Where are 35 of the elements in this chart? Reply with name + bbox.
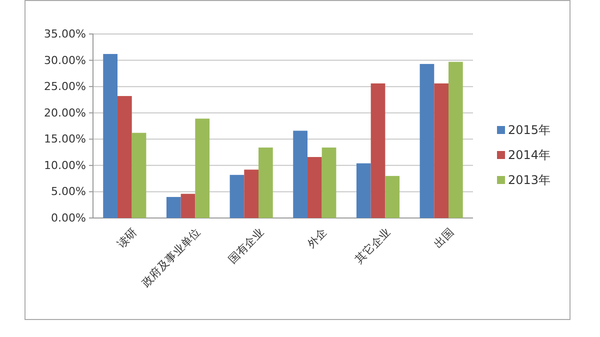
x-tick-label: 国有企业 [226, 226, 266, 266]
legend-label: 2015年 [508, 123, 551, 138]
bar [166, 196, 181, 218]
bar [117, 96, 132, 218]
y-tick-label: 10.00% [44, 158, 86, 172]
x-tick-label: 读研 [114, 226, 140, 251]
x-tick-label: 政府及事业单位 [139, 226, 203, 290]
bar [244, 170, 259, 218]
x-tick-label: 出国 [432, 226, 456, 251]
bar [385, 176, 400, 218]
bar [307, 157, 322, 218]
x-tick-label: 外企 [304, 226, 330, 251]
bar [195, 118, 210, 218]
bar [258, 148, 273, 218]
y-tick-label: 20.00% [44, 106, 86, 120]
bar [180, 194, 196, 218]
bar [103, 54, 118, 218]
y-tick-label: 25.00% [44, 80, 86, 94]
bar [230, 174, 244, 218]
x-tick-label: 其它企业 [352, 226, 393, 266]
y-tick-label: 35.00% [44, 28, 86, 41]
bar [322, 148, 336, 218]
y-tick-label: 30.00% [44, 54, 86, 67]
legend-label: 2014年 [508, 148, 551, 162]
bar [293, 130, 308, 218]
legend-label: 2013年 [508, 173, 551, 188]
y-tick-label: 15.00% [44, 132, 86, 146]
bar [132, 132, 146, 218]
y-tick-label: 5.00% [51, 185, 86, 198]
bar [420, 64, 434, 218]
y-tick-label: 0.00% [51, 212, 86, 225]
bar [356, 163, 371, 218]
bar [448, 62, 463, 218]
bar [370, 83, 386, 218]
bar [434, 83, 449, 218]
